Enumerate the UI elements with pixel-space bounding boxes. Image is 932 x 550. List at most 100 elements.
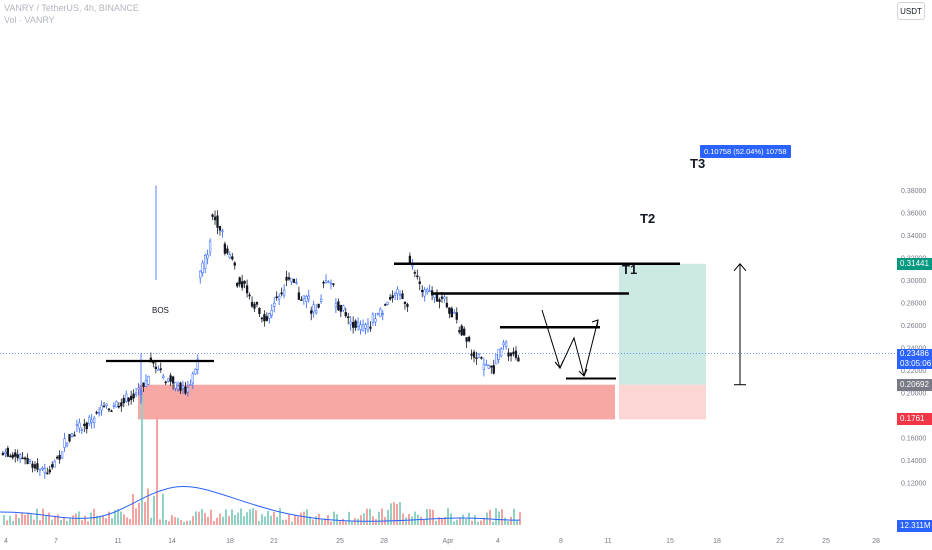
volume-bar [462, 514, 464, 525]
candle-body [312, 304, 315, 313]
candle-body [73, 434, 76, 437]
volume-bar [465, 518, 467, 525]
candle-body [112, 405, 116, 407]
volume-bar [33, 519, 35, 525]
candle-body [181, 385, 185, 389]
candle-body [191, 373, 194, 384]
volume-bar [339, 520, 341, 525]
volume-bar [345, 521, 347, 525]
volume-bar [174, 517, 176, 525]
candle-body [194, 369, 197, 375]
volume-bar [105, 518, 107, 525]
volume-bar [144, 502, 146, 525]
chart-title: VANRY / TetherUS, 4h, BINANCE [4, 3, 139, 13]
candle-body [282, 289, 286, 296]
volume-bar [261, 514, 263, 525]
candle-body [204, 255, 207, 269]
price-tick-label: 0.36000 [901, 211, 926, 218]
candle-body [46, 472, 49, 475]
time-tick-label: 11 [604, 538, 611, 545]
volume-bar [483, 517, 485, 525]
candle-body [241, 281, 244, 288]
candle-body [381, 313, 384, 315]
candle-body [120, 402, 123, 407]
stop-zone [619, 384, 706, 420]
candle-body [176, 385, 180, 390]
volume-indicator-label[interactable]: Vol · VANRY [4, 15, 55, 25]
volume-bar [480, 520, 482, 525]
candle-body [33, 464, 37, 469]
volume-bar [405, 517, 407, 525]
candle-body [334, 303, 338, 308]
candle-body [31, 463, 34, 468]
candle-body [347, 316, 350, 319]
candle-body [51, 464, 54, 468]
volume-bar [30, 514, 32, 525]
candle-body [287, 277, 291, 280]
candle-body [408, 255, 412, 263]
candle-body [255, 301, 259, 305]
time-tick-label: 25 [336, 538, 344, 545]
volume-bar [27, 512, 29, 525]
candle-body [379, 308, 382, 318]
volume-bar [501, 509, 503, 525]
candle-body [60, 451, 64, 459]
volume-bar [120, 511, 122, 525]
volume-bar [471, 520, 473, 525]
current-price-value: 0.23486 [900, 349, 929, 359]
candle-body [70, 433, 74, 437]
candle-body [504, 341, 508, 347]
volume-bar [495, 508, 497, 525]
volume-ma-line [0, 486, 521, 522]
time-tick-label: 28 [872, 538, 880, 545]
candle-body [512, 351, 515, 355]
candle-body [507, 352, 510, 357]
volume-badge: 12.311M [897, 520, 932, 532]
candle-body [233, 262, 236, 266]
volume-bar [300, 512, 302, 525]
candle-body [364, 324, 367, 329]
candle-body [450, 308, 453, 318]
candle-body [117, 405, 120, 408]
candle-body [485, 364, 488, 367]
currency-unit-button[interactable]: USDT [897, 2, 925, 20]
volume-bar [42, 508, 44, 525]
candle-body [297, 292, 301, 300]
volume-bar [282, 519, 284, 525]
candle-body [88, 417, 91, 424]
candle-body [302, 295, 305, 300]
volume-bar [273, 511, 275, 525]
candle-body [221, 230, 224, 233]
volume-bar [15, 513, 17, 525]
candle-body [342, 305, 345, 311]
price-badge-target: 0.31441 [897, 257, 932, 270]
volume-bar [381, 508, 383, 525]
candle-body [253, 303, 256, 309]
price-tick-label: 0.24000 [901, 346, 926, 353]
volume-bar [90, 512, 92, 525]
candle-body [226, 248, 229, 254]
measure-arrow-head [733, 263, 747, 272]
volume-bar [234, 515, 236, 525]
volume-bar [24, 515, 26, 525]
candle-body [48, 469, 51, 473]
candle-body [107, 408, 111, 411]
candle-body [393, 293, 397, 296]
candle-body [208, 240, 212, 253]
volume-bar [351, 521, 353, 525]
time-tick-label: 4 [496, 538, 500, 545]
bos-label: BOS [152, 306, 169, 315]
candle-body [497, 348, 500, 360]
candle-body [65, 442, 69, 446]
volume-bar [303, 511, 305, 525]
volume-bar [285, 519, 287, 525]
candle-body [130, 395, 133, 401]
candle-body [184, 386, 187, 394]
candle-body [514, 350, 518, 358]
volume-bar [96, 515, 98, 525]
volume-bar [186, 520, 188, 525]
candle-body [122, 398, 125, 404]
candle-body [411, 265, 414, 267]
volume-bar [177, 517, 179, 525]
